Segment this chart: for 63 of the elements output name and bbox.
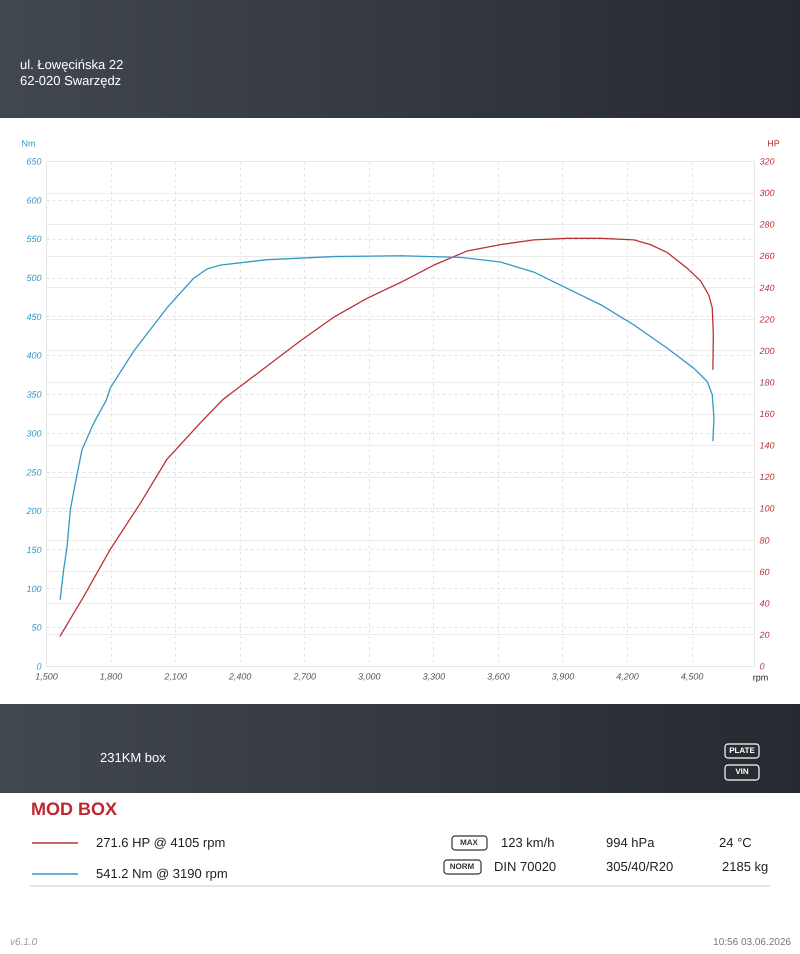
y-tick-label: 350 — [26, 390, 42, 400]
text: VIN — [735, 767, 749, 776]
text: 305/40/R20 — [606, 859, 674, 874]
y-tick-label: 400 — [26, 350, 42, 361]
y-tick-label: 450 — [26, 312, 42, 322]
x-tick-label: 4,500 — [680, 672, 704, 682]
x-tick-label: 4,200 — [616, 672, 639, 682]
x-tick-label: 3,900 — [552, 672, 574, 682]
x-tick-label: 2,400 — [228, 672, 252, 682]
text: DIN 70020 — [494, 859, 556, 874]
text: 62-020 Swarzędz — [20, 73, 122, 88]
x-tick-label: 3,000 — [358, 672, 381, 682]
y2-tick-label: 260 — [758, 251, 775, 262]
y-tick-label: 50 — [31, 622, 42, 633]
y-tick-label: 300 — [26, 428, 42, 438]
y2-tick-label: 40 — [760, 598, 770, 608]
y2-tick-label: 20 — [758, 630, 770, 640]
y2-axis-title: HP — [767, 138, 780, 148]
y-tick-label: 650 — [26, 156, 42, 166]
y2-tick-label: 0 — [760, 662, 765, 672]
legend-label: 541.2 Nm @ 3190 rpm — [96, 866, 228, 881]
text: 10:56 03.06.2026 — [713, 937, 792, 948]
x-axis-title: rpm — [752, 672, 768, 682]
y2-tick-label: 140 — [760, 440, 775, 451]
text: 2185 kg — [722, 859, 768, 874]
y2-tick-label: 60 — [760, 566, 770, 577]
x-tick-label: 3,600 — [487, 672, 510, 682]
y2-tick-label: 160 — [760, 409, 775, 419]
text: v6.1.0 — [10, 937, 38, 948]
y-tick-label: 250 — [25, 467, 42, 478]
text: 231KM box — [100, 750, 166, 765]
legend-title: MOD BOX — [31, 799, 118, 819]
y-axis-title: Nm — [22, 138, 36, 148]
text: MAX — [460, 838, 479, 847]
x-tick-label: 1,800 — [100, 672, 122, 682]
y-tick-label: 0 — [36, 662, 42, 672]
y2-tick-label: 180 — [760, 377, 775, 388]
y2-tick-label: 100 — [760, 504, 775, 514]
y2-tick-label: 80 — [760, 535, 770, 546]
text: NORM — [450, 862, 475, 871]
y2-tick-label: 320 — [760, 156, 775, 166]
text: ul. Łowęcińska 22 — [20, 57, 124, 72]
text: 994 hPa — [606, 835, 656, 850]
y2-tick-label: 300 — [760, 188, 775, 198]
y-tick-label: 600 — [26, 195, 42, 206]
y-tick-label: 550 — [26, 234, 42, 244]
text: 123 km/h — [501, 835, 554, 850]
x-tick-label: 3,300 — [422, 672, 446, 682]
y2-tick-label: 240 — [758, 282, 775, 293]
x-tick-label: 2,700 — [292, 672, 316, 682]
text: PLATE — [729, 746, 756, 755]
text: 24 °C — [719, 835, 752, 850]
y-tick-label: 100 — [26, 584, 42, 594]
y2-tick-label: 120 — [760, 472, 775, 482]
y2-tick-label: 220 — [758, 314, 775, 324]
y-tick-label: 200 — [25, 506, 42, 516]
x-tick-label: 2,100 — [163, 672, 187, 682]
y-tick-label: 500 — [26, 273, 42, 284]
y2-tick-label: 200 — [758, 346, 775, 356]
x-tick-label: 1,500 — [35, 672, 58, 682]
legend-label: 271.6 HP @ 4105 rpm — [96, 835, 226, 850]
y-tick-label: 150 — [26, 544, 42, 555]
y2-tick-label: 280 — [758, 220, 775, 230]
